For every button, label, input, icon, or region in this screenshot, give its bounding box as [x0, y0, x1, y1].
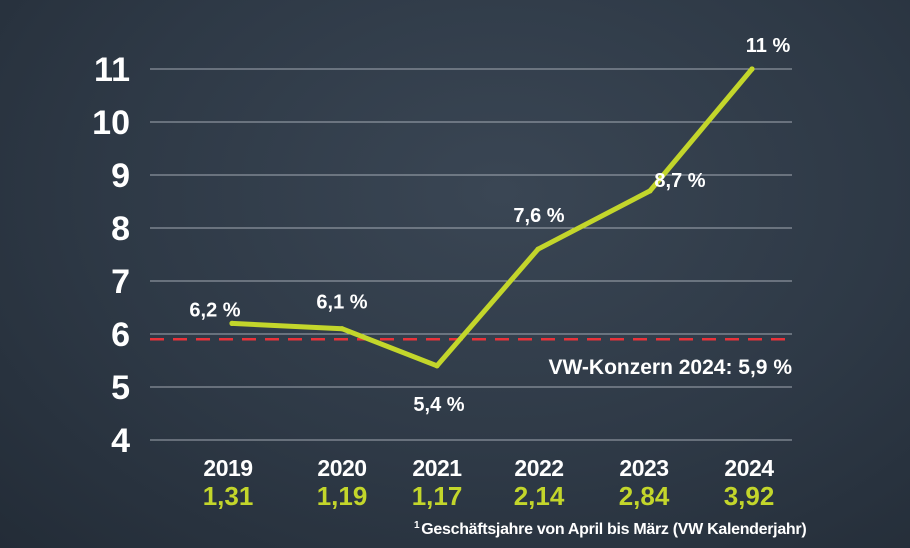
- data-point: [339, 326, 345, 332]
- y-tick-label: 6: [111, 316, 130, 354]
- data-point: [647, 188, 653, 194]
- x-tick-label: 2022: [514, 455, 563, 481]
- footnote: 1 Geschäftsjahre von April bis März (VW K…: [414, 520, 807, 539]
- x-tick-label: 2021: [412, 455, 462, 481]
- reference-line-label: VW-Konzern 2024: 5,9 %: [549, 356, 793, 379]
- data-point: [434, 363, 440, 369]
- x-tick-label: 2019: [203, 455, 252, 481]
- data-label: 6,2 %: [189, 299, 240, 321]
- secondary-value: 3,92: [724, 481, 775, 511]
- data-label: 6,1 %: [316, 292, 367, 314]
- grid-lines: [150, 68, 792, 441]
- y-axis-ticks: 4 5 6 7 8 9 10 11: [92, 51, 130, 460]
- secondary-value: 1,19: [317, 481, 368, 511]
- secondary-value: 1,31: [203, 481, 254, 511]
- y-tick-label: 9: [111, 157, 130, 195]
- footnote-marker: 1: [414, 520, 420, 531]
- y-tick-label: 8: [111, 210, 130, 248]
- y-tick-label: 4: [111, 422, 130, 460]
- point-labels: 6,2 % 6,1 % 5,4 % 7,6 % 8,7 % 11 %: [189, 35, 790, 416]
- data-label: 5,4 %: [413, 394, 464, 416]
- y-tick-label: 11: [94, 51, 130, 89]
- reference-line-group: VW-Konzern 2024: 5,9 %: [150, 338, 793, 379]
- secondary-value: 2,14: [514, 481, 565, 511]
- footnote-text: Geschäftsjahre von April bis März (VW Ka…: [421, 521, 807, 538]
- data-point: [749, 66, 755, 72]
- x-tick-label: 2023: [619, 455, 668, 481]
- series-line: [229, 66, 755, 369]
- secondary-value: 2,84: [619, 481, 670, 511]
- data-point: [229, 320, 235, 326]
- x-tick-label: 2024: [724, 455, 774, 481]
- y-tick-label: 5: [111, 369, 130, 407]
- secondary-value: 1,17: [412, 481, 463, 511]
- series-group: [229, 66, 755, 369]
- y-tick-label: 10: [92, 104, 130, 142]
- data-label: 7,6 %: [513, 205, 564, 227]
- data-label: 8,7 %: [654, 170, 705, 192]
- y-tick-label: 7: [111, 263, 130, 301]
- data-label: 11 %: [746, 35, 791, 57]
- data-point: [535, 246, 541, 252]
- x-tick-label: 2020: [317, 455, 366, 481]
